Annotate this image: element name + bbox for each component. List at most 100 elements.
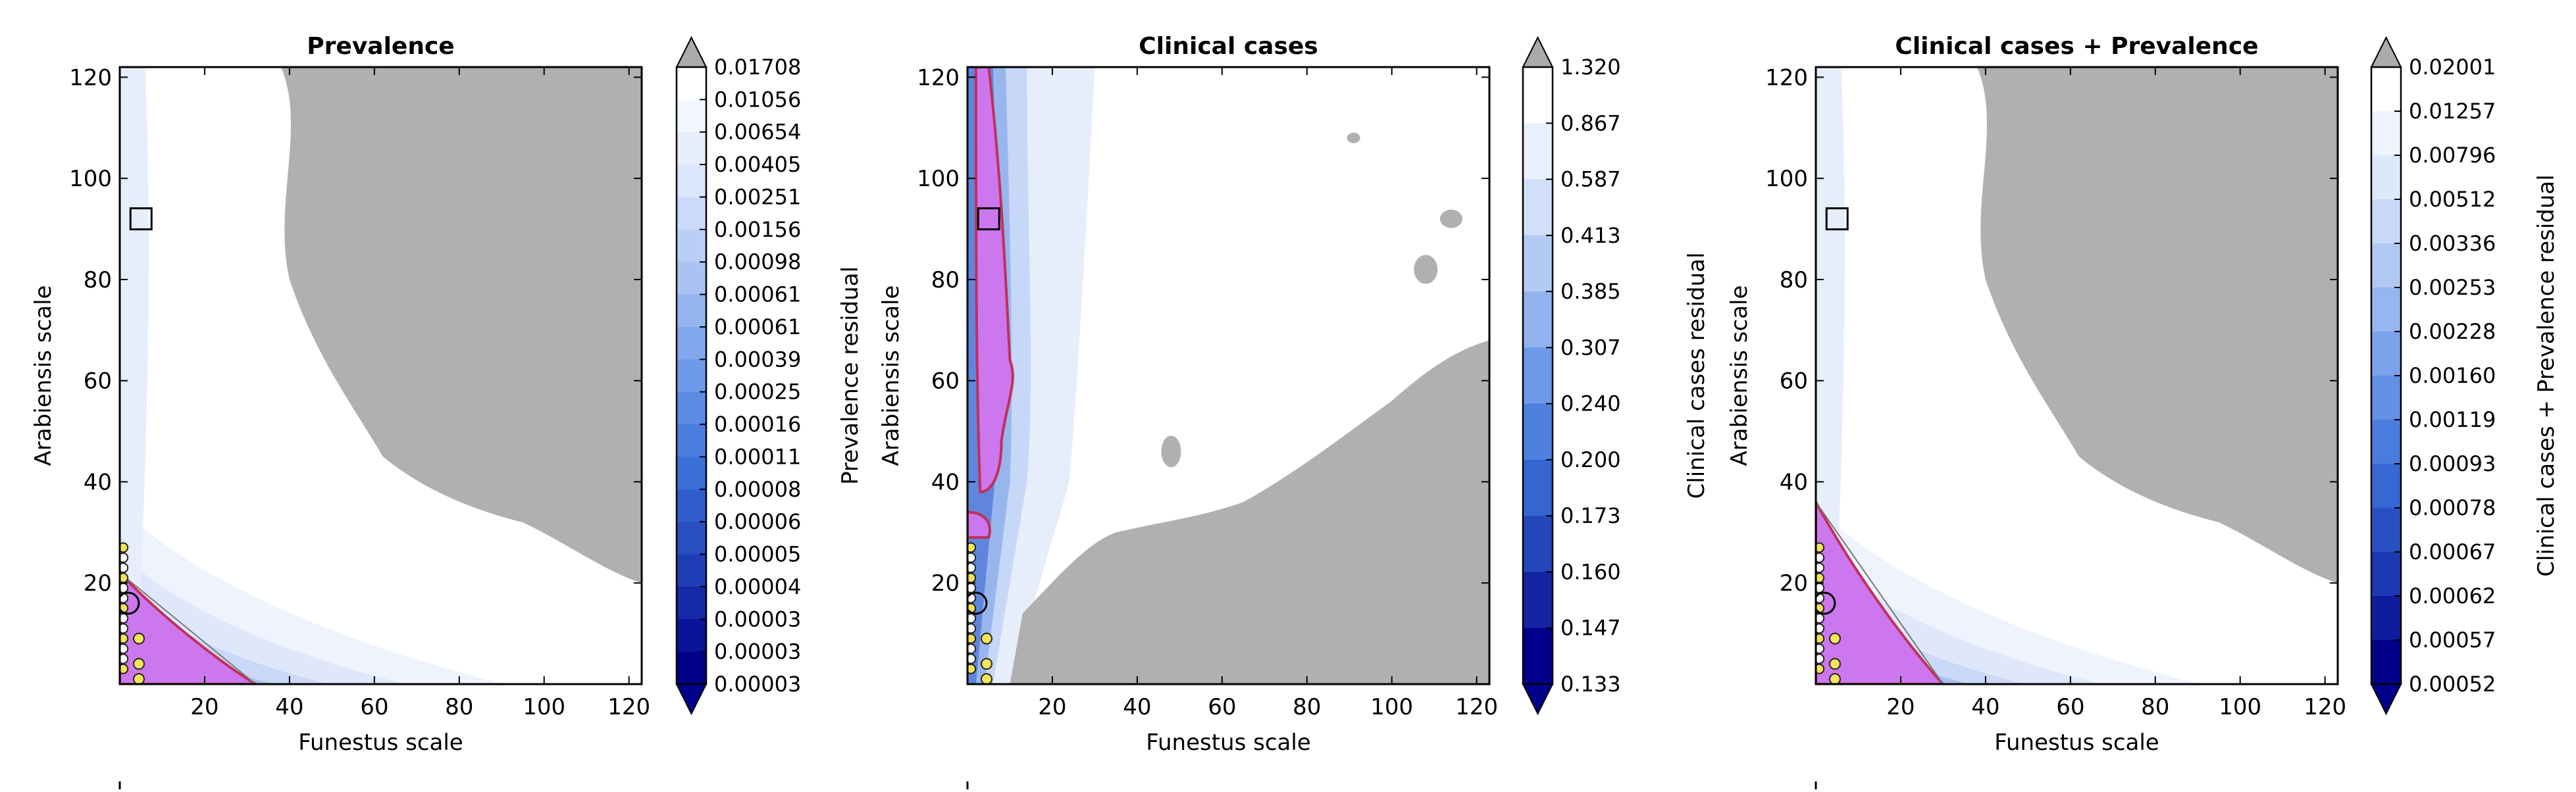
y-tick-label: 80 bbox=[931, 267, 960, 293]
sample-point bbox=[1816, 653, 1825, 664]
colorbar-over bbox=[675, 36, 708, 68]
colorbar-tick-label: 0.00011 bbox=[714, 444, 801, 469]
x-tick-label: 120 bbox=[2304, 694, 2346, 720]
y-tick-label: 40 bbox=[84, 469, 112, 495]
magenta-region bbox=[120, 570, 259, 684]
colorbar-segment bbox=[2371, 596, 2401, 641]
colorbar-tick-label: 0.00160 bbox=[2409, 363, 2496, 388]
colorbar-tick-label: 0.00512 bbox=[2409, 187, 2496, 212]
colorbar-tick-label: 0.00098 bbox=[714, 249, 801, 274]
colorbar-segment bbox=[677, 229, 706, 262]
colorbar-segment bbox=[2371, 243, 2401, 288]
x-axis-label: Funestus scale bbox=[1146, 730, 1310, 756]
chart-panel-1: 20 40 60 80 100 120 20 40 60 80 100 120 Prevalence Fu… bbox=[30, 33, 863, 789]
colorbar-tick-label: 0.133 bbox=[1560, 672, 1621, 697]
y-tick-label: 80 bbox=[1780, 267, 1808, 293]
sample-point bbox=[967, 562, 977, 574]
sample-point bbox=[120, 633, 129, 644]
colorbar-segment bbox=[2371, 420, 2401, 464]
chart-title: Clinical cases + Prevalence bbox=[1895, 33, 2258, 60]
sample-point bbox=[1816, 613, 1825, 624]
magenta-region bbox=[1816, 501, 1945, 684]
colorbar-tick-label: 0.00062 bbox=[2409, 583, 2496, 608]
colorbar-segment bbox=[1523, 459, 1553, 516]
sample-point bbox=[967, 613, 977, 624]
colorbar-tick-label: 0.413 bbox=[1560, 223, 1621, 248]
sample-point bbox=[1816, 542, 1825, 553]
y-tick-label: 100 bbox=[69, 166, 112, 192]
colorbar-tick-label: 0.240 bbox=[1560, 391, 1621, 416]
colorbar-tick-label: 0.587 bbox=[1560, 167, 1621, 192]
gray-region bbox=[280, 67, 642, 583]
colorbar-segment bbox=[2371, 155, 2401, 200]
colorbar-segment bbox=[677, 359, 706, 393]
y-tick-label: 120 bbox=[1765, 64, 1808, 91]
sample-point bbox=[120, 562, 129, 574]
colorbar-segment bbox=[677, 294, 706, 328]
x-tick-label: 20 bbox=[190, 694, 219, 720]
colorbar-segment bbox=[1523, 67, 1553, 124]
y-tick-label: 120 bbox=[69, 64, 112, 91]
colorbar: 0.02001 0.01257 0.00796 0.00512 0.00336 0.002… bbox=[2370, 36, 2560, 716]
y-tick-label: 120 bbox=[917, 64, 960, 91]
x-tick-label: 120 bbox=[607, 694, 650, 720]
colorbar-tick-label: 0.00654 bbox=[714, 120, 801, 145]
colorbar-tick-label: 0.00093 bbox=[2409, 451, 2496, 476]
sample-point bbox=[1816, 562, 1825, 574]
colorbar-tick-label: 0.01708 bbox=[714, 55, 801, 80]
colorbar-segment bbox=[677, 651, 706, 685]
colorbar-segment bbox=[2371, 332, 2401, 376]
magenta-region bbox=[967, 510, 991, 539]
colorbar-segment bbox=[1523, 179, 1553, 236]
colorbar-segment bbox=[677, 164, 706, 197]
colorbar-segment bbox=[1523, 123, 1553, 180]
ticks: 20 40 60 80 100 120 20 40 60 80 100 120 bbox=[69, 64, 650, 720]
colorbar-label: Clinical cases + Prevalence residual bbox=[2533, 174, 2560, 576]
gray-blob bbox=[1161, 435, 1181, 468]
colorbar-over bbox=[1522, 36, 1554, 68]
colorbar-tick-label: 0.00119 bbox=[2409, 407, 2496, 432]
colorbar-segment bbox=[677, 522, 706, 555]
colorbar-tick-label: 0.00228 bbox=[2409, 319, 2496, 344]
colorbar-label: Prevalence residual bbox=[837, 266, 863, 485]
colorbar-tick-label: 0.00006 bbox=[714, 509, 801, 534]
x-tick-label: 40 bbox=[1971, 694, 1999, 720]
chart-panel-3: 20 40 60 80 100 120 20 40 60 80 100 120 Clinical cas… bbox=[1726, 33, 2560, 789]
colorbar-under bbox=[1522, 683, 1554, 716]
chart-panel-2: 20 40 60 80 100 120 20 40 60 80 100 120 Clinical cas… bbox=[878, 33, 1710, 789]
x-tick-label: 80 bbox=[2141, 694, 2169, 720]
sample-point bbox=[967, 623, 977, 634]
sample-point bbox=[120, 623, 129, 634]
colorbar-under bbox=[2370, 683, 2402, 716]
colorbar-segment bbox=[677, 586, 706, 620]
y-axis-label: Arabiensis scale bbox=[878, 285, 904, 466]
sample-point bbox=[1816, 643, 1825, 655]
x-tick-label: 100 bbox=[523, 694, 565, 720]
sample-point bbox=[967, 653, 977, 664]
colorbar-tick-label: 0.160 bbox=[1560, 559, 1621, 584]
colorbar-segment bbox=[2371, 552, 2401, 597]
circle-marker bbox=[967, 591, 988, 615]
square-marker bbox=[977, 207, 1000, 231]
diagonal-line bbox=[1816, 501, 1944, 684]
sample-point bbox=[981, 673, 993, 684]
colorbar-tick-label: 0.02001 bbox=[2409, 55, 2496, 80]
circle-marker bbox=[120, 591, 140, 615]
gray-blob bbox=[1439, 209, 1462, 228]
ticks: 20 40 60 80 100 120 20 40 60 80 100 120 bbox=[1765, 64, 2346, 720]
colorbar-tick-label: 0.01257 bbox=[2409, 99, 2496, 124]
colorbar-segment bbox=[2371, 67, 2401, 112]
colorbar-tick-label: 0.00156 bbox=[714, 217, 801, 242]
colorbar-tick-label: 0.00008 bbox=[714, 477, 801, 502]
ticks: 20 40 60 80 100 120 20 40 60 80 100 120 bbox=[917, 64, 1498, 720]
x-tick-label: 80 bbox=[445, 694, 473, 720]
y-axis-label: Arabiensis scale bbox=[1726, 285, 1753, 466]
y-tick-label: 100 bbox=[917, 166, 960, 192]
sample-point bbox=[981, 632, 993, 645]
colorbar-segment bbox=[677, 424, 706, 457]
colorbar-segment bbox=[677, 326, 706, 360]
colorbar-segment bbox=[677, 391, 706, 425]
gray-blob bbox=[1347, 132, 1360, 143]
colorbar-tick-label: 0.385 bbox=[1560, 279, 1621, 304]
colorbar-frame bbox=[675, 66, 708, 685]
